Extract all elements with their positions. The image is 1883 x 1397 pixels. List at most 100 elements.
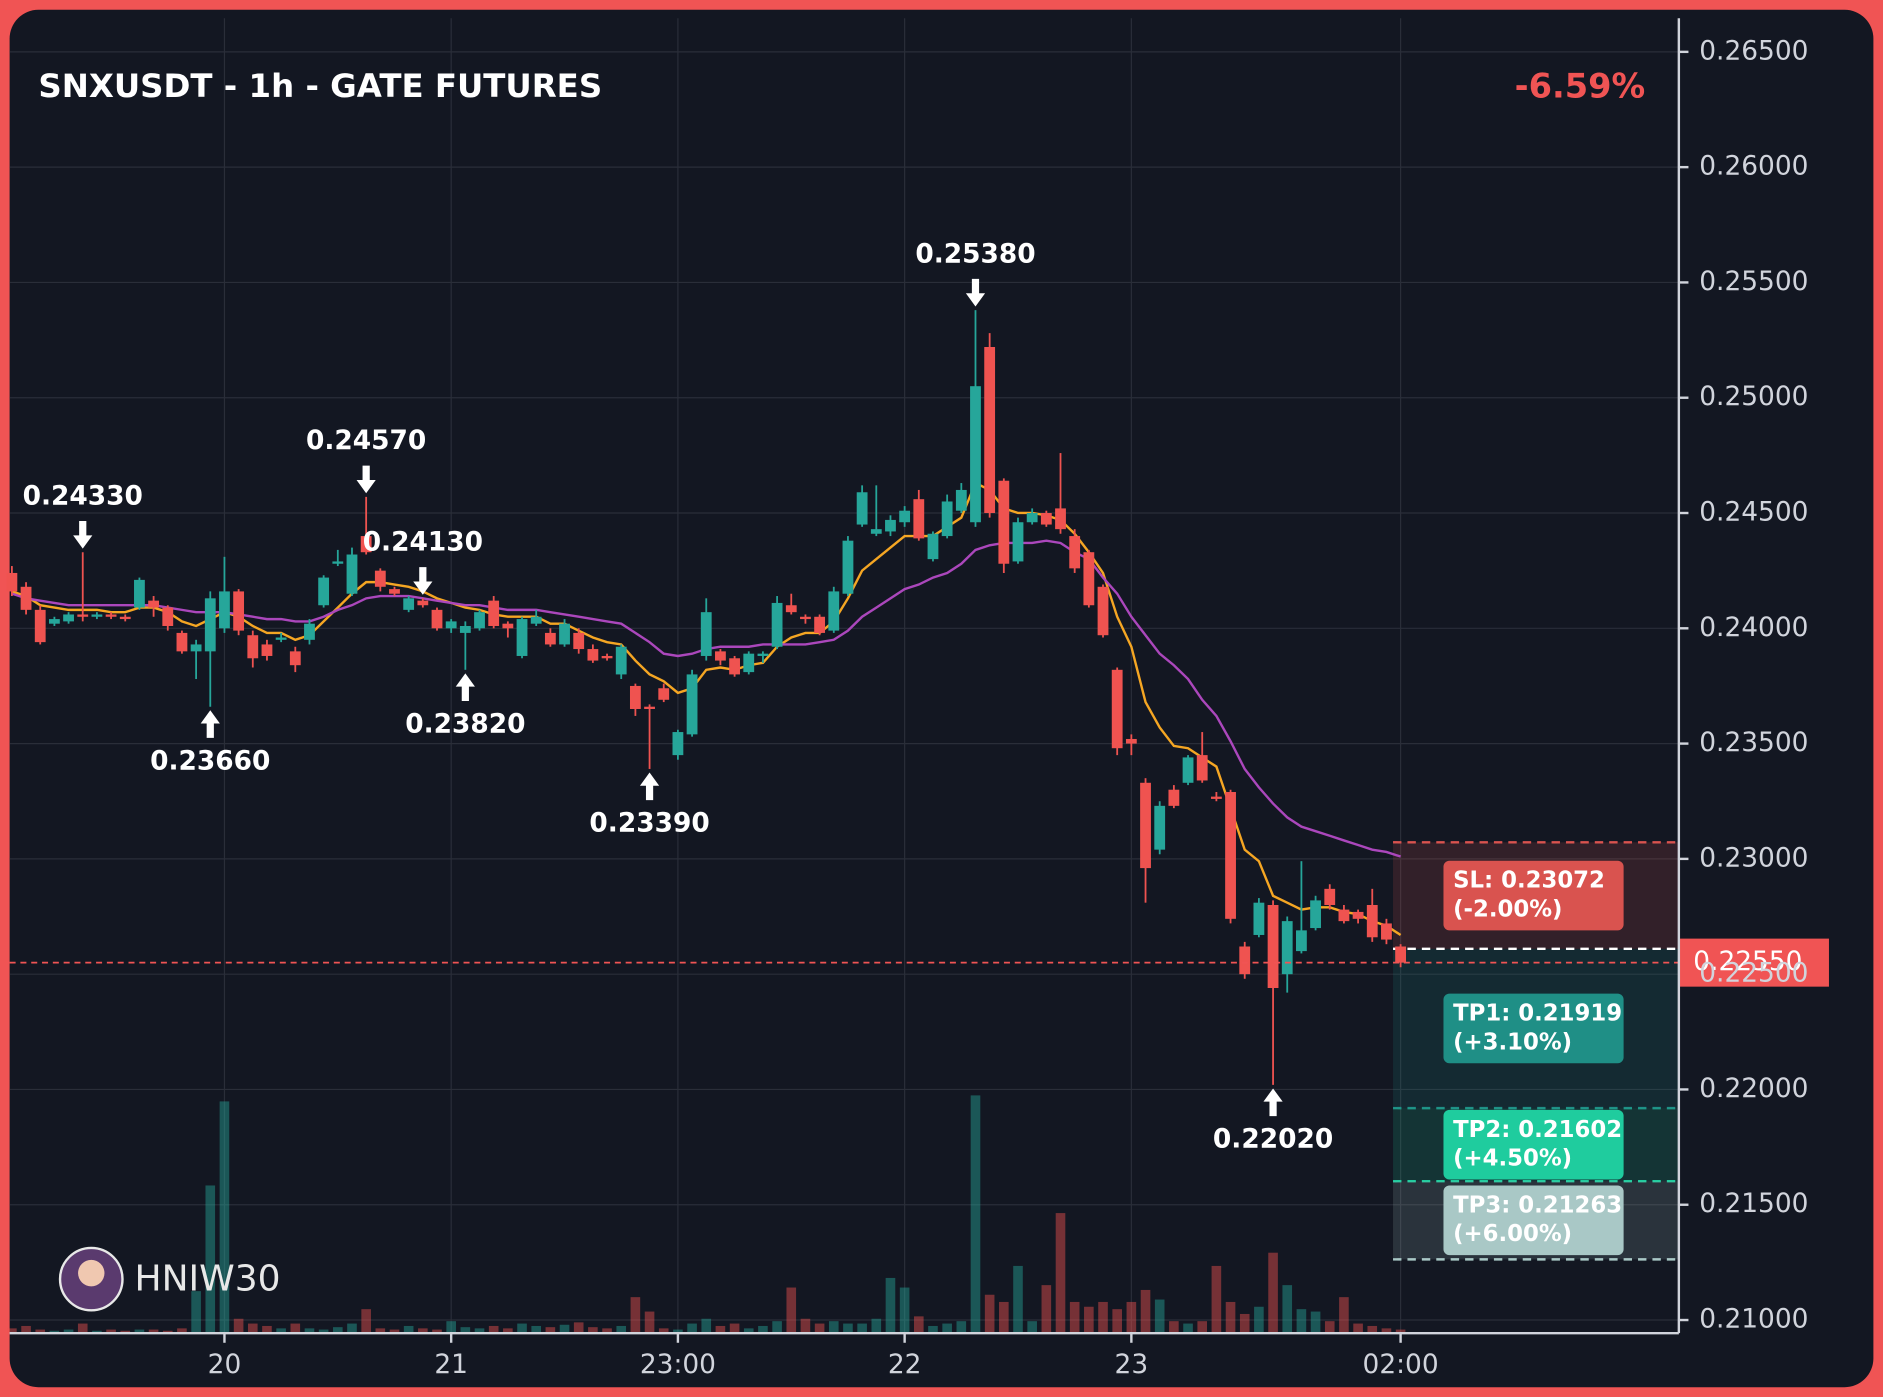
annotation: 0.23820 bbox=[405, 709, 525, 740]
candle-body bbox=[247, 635, 259, 659]
candle-body bbox=[814, 616, 826, 633]
volume-bar bbox=[403, 1325, 414, 1334]
volume-bar bbox=[885, 1277, 896, 1334]
volume-bar bbox=[1395, 1329, 1406, 1334]
volume-bar bbox=[843, 1323, 853, 1334]
arrow-down bbox=[965, 278, 986, 307]
y-tick-label: 0.22000 bbox=[1699, 1073, 1808, 1104]
candle-body bbox=[1140, 782, 1151, 869]
candle-body bbox=[204, 598, 216, 652]
candle-body bbox=[1097, 586, 1109, 636]
candle-body bbox=[1040, 513, 1052, 525]
level-label: SL: 0.23072 bbox=[1453, 868, 1605, 894]
volume-bar bbox=[418, 1328, 428, 1334]
candle-body bbox=[927, 533, 939, 560]
candle-body bbox=[559, 623, 570, 645]
candle-body bbox=[1055, 508, 1066, 530]
candles bbox=[6, 310, 1407, 1085]
candle-body bbox=[1154, 805, 1166, 850]
arrow-up bbox=[639, 772, 660, 801]
arrow-down bbox=[356, 465, 376, 494]
candle-body bbox=[1381, 923, 1392, 940]
volume-bar bbox=[1211, 1265, 1222, 1334]
candle-body bbox=[360, 536, 372, 553]
candle-body bbox=[233, 591, 245, 631]
volume-bar bbox=[333, 1327, 343, 1334]
candle-body bbox=[729, 658, 740, 675]
level-change: (+6.00%) bbox=[1453, 1221, 1572, 1247]
volume-bar bbox=[233, 1318, 244, 1334]
y-tick-label: 0.23500 bbox=[1699, 727, 1808, 758]
candle-body bbox=[984, 346, 996, 514]
candle-body bbox=[842, 540, 854, 594]
volume-bar bbox=[1324, 1321, 1335, 1334]
candle-body bbox=[615, 646, 627, 675]
volume-bar bbox=[743, 1328, 754, 1334]
candle-body bbox=[318, 577, 330, 606]
candle-body bbox=[105, 614, 117, 617]
volume-bar bbox=[1225, 1301, 1236, 1334]
volume-bar bbox=[1069, 1301, 1080, 1334]
candle-body bbox=[1182, 757, 1194, 783]
level-change: (+3.10%) bbox=[1453, 1029, 1572, 1055]
volume-bar bbox=[1254, 1306, 1264, 1334]
avatar-face bbox=[78, 1259, 105, 1287]
arrow-down bbox=[73, 520, 93, 549]
candle-body bbox=[219, 591, 230, 629]
candle-body bbox=[856, 492, 868, 525]
volume-bar bbox=[531, 1325, 542, 1334]
level-box bbox=[1443, 1109, 1624, 1180]
volume-bar bbox=[219, 1101, 230, 1334]
y-tick-label: 0.21000 bbox=[1699, 1304, 1808, 1335]
candle-body bbox=[119, 616, 131, 620]
level-box bbox=[1443, 860, 1624, 931]
candle-body bbox=[672, 732, 684, 756]
volume-bar bbox=[262, 1325, 272, 1334]
candle-body bbox=[644, 706, 655, 710]
volume-bar bbox=[191, 1291, 201, 1334]
grid bbox=[9, 18, 1689, 1343]
candle-body bbox=[346, 554, 358, 594]
candle-body bbox=[1125, 738, 1137, 744]
volume-bar bbox=[857, 1323, 867, 1334]
volume-bar bbox=[177, 1328, 187, 1334]
level-change: (+4.50%) bbox=[1453, 1146, 1572, 1172]
volume-bar bbox=[1310, 1311, 1321, 1334]
annotation: 0.23390 bbox=[589, 808, 709, 839]
volume-bar bbox=[446, 1321, 456, 1334]
volume-bar bbox=[1367, 1325, 1378, 1334]
volume-bar bbox=[1140, 1289, 1151, 1334]
volume-bar bbox=[970, 1095, 981, 1334]
volume-bar bbox=[361, 1309, 371, 1334]
annotation: 0.22020 bbox=[1213, 1124, 1333, 1155]
volume-bar bbox=[63, 1329, 74, 1334]
annotation: 0.24330 bbox=[23, 480, 143, 511]
candle-body bbox=[1324, 888, 1336, 905]
watermark: HNIW30 bbox=[135, 1258, 281, 1299]
volume-bar bbox=[928, 1325, 938, 1334]
x-tick-label: 23 bbox=[1115, 1349, 1149, 1380]
annotation: 0.24130 bbox=[363, 527, 483, 558]
volume-bar bbox=[545, 1327, 556, 1334]
y-tick-label: 0.22500 bbox=[1699, 958, 1808, 989]
level-box bbox=[1443, 993, 1624, 1064]
candle-body bbox=[1210, 796, 1222, 799]
volume-bar bbox=[715, 1325, 726, 1334]
candle-body bbox=[1253, 902, 1265, 935]
volume-bar bbox=[488, 1325, 499, 1334]
candle-body bbox=[389, 589, 400, 594]
volume-bar bbox=[517, 1323, 527, 1334]
annotation: 0.25380 bbox=[915, 238, 1035, 269]
candle-body bbox=[474, 612, 485, 629]
volume-bar bbox=[673, 1329, 683, 1334]
candle-body bbox=[445, 621, 457, 629]
volume-bar bbox=[1197, 1321, 1208, 1334]
volume-bar bbox=[1183, 1323, 1193, 1334]
arrow-up bbox=[455, 673, 475, 702]
volume-bar bbox=[786, 1287, 797, 1334]
candle-body bbox=[941, 501, 953, 537]
volume bbox=[7, 1095, 1406, 1334]
volume-bar bbox=[1339, 1297, 1349, 1334]
volume-bar bbox=[871, 1318, 882, 1334]
candle-body bbox=[771, 602, 783, 647]
